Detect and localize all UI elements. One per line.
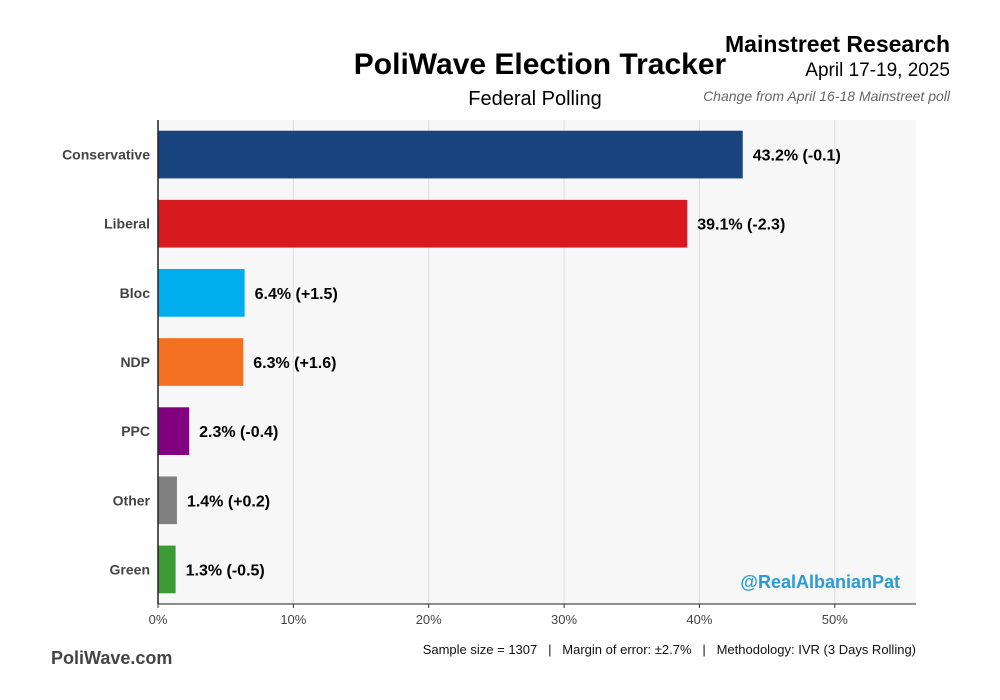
methodology-note: Sample size = 1307 | Margin of error: ±2… (422, 642, 916, 657)
bar-ndp (158, 338, 244, 386)
x-tick-label: 0% (149, 612, 168, 627)
category-label: PPC (121, 423, 150, 439)
category-label: Green (110, 561, 150, 577)
watermark-handle: @RealAlbanianPat (740, 572, 900, 592)
bar-liberal (158, 199, 688, 248)
data-label: 39.1% (-2.3) (697, 217, 785, 234)
bar-conservative (158, 130, 743, 179)
x-tick-label: 40% (686, 612, 712, 627)
site-name: PoliWave.com (51, 648, 173, 668)
chart-title: PoliWave Election Tracker (353, 48, 727, 81)
x-tick-label: 50% (822, 612, 848, 627)
chart-subtitle: Federal Polling (468, 88, 602, 110)
x-tick-label: 10% (280, 612, 306, 627)
change-note: Change from April 16-18 Mainstreet poll (703, 88, 950, 104)
data-label: 6.4% (+1.5) (255, 286, 338, 303)
x-tick-label: 30% (551, 612, 577, 627)
poll-dates: April 17-19, 2025 (805, 60, 950, 81)
data-label: 6.3% (+1.6) (253, 355, 336, 372)
category-label: Bloc (120, 285, 151, 301)
data-label: 2.3% (-0.4) (199, 424, 278, 441)
category-label: Conservative (62, 147, 150, 163)
bar-other (158, 476, 177, 525)
data-label: 1.4% (+0.2) (187, 493, 270, 510)
data-label: 1.3% (-0.5) (186, 562, 265, 579)
pollster-name: Mainstreet Research (725, 31, 950, 57)
category-label: Other (113, 492, 151, 508)
bar-ppc (158, 407, 190, 455)
category-label: Liberal (104, 216, 150, 232)
bar-chart: 0% 10% 20% 30% 40% 50% Conservative 43.2% (-0.1… (62, 120, 916, 627)
x-tick-label: 20% (416, 612, 442, 627)
category-label: NDP (120, 354, 150, 370)
bar-green (158, 545, 176, 594)
bar-bloc (158, 269, 245, 317)
data-label: 43.2% (-0.1) (753, 148, 841, 165)
